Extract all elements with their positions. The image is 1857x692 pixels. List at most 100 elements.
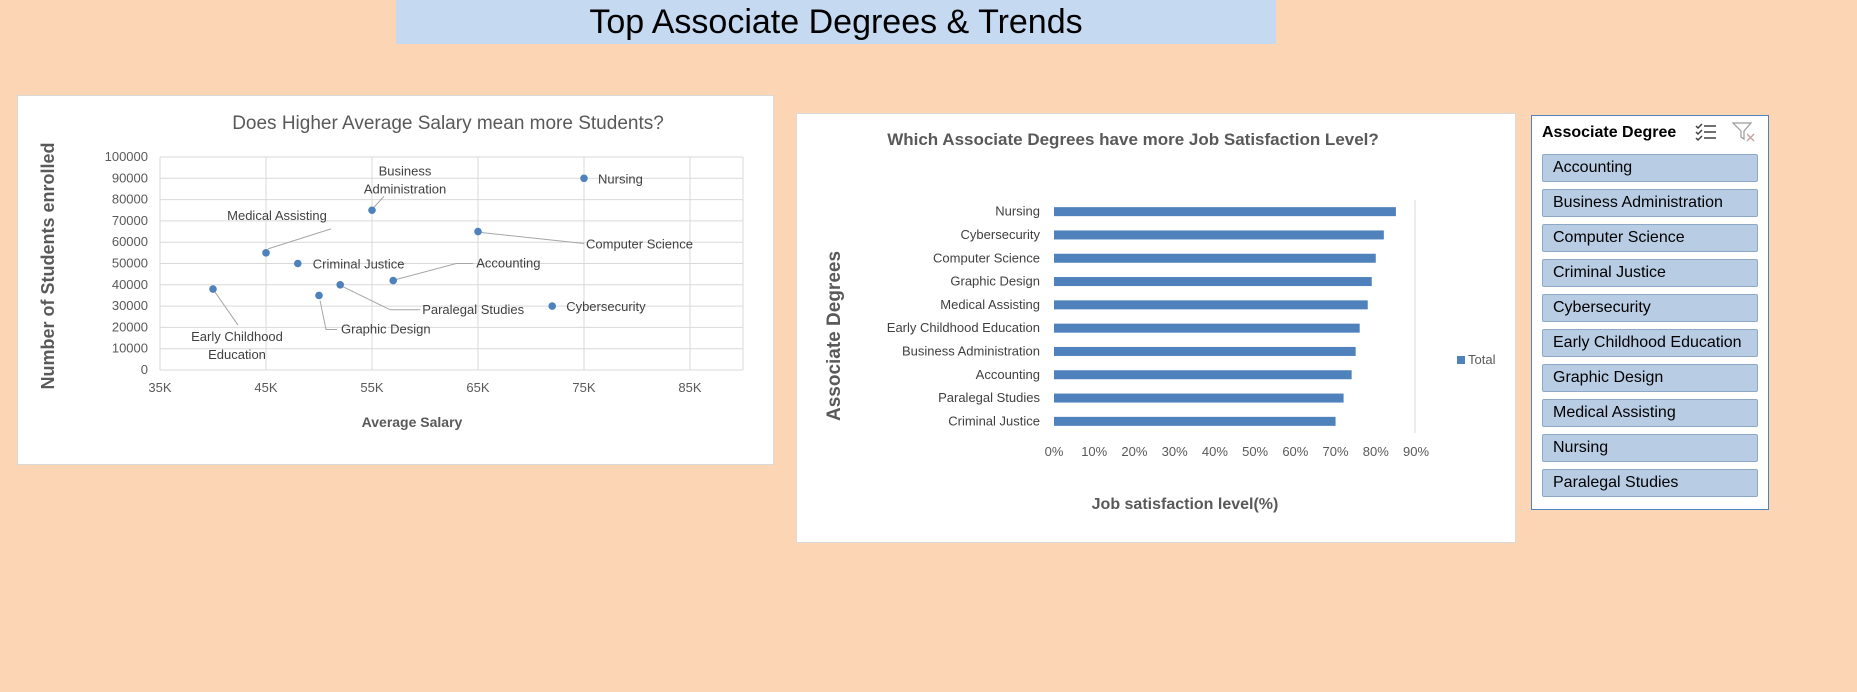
bar-chart-title: Which Associate Degrees have more Job Sa…: [887, 130, 1379, 149]
scatter-leader-line: [214, 291, 239, 326]
scatter-x-tick-label: 45K: [254, 380, 277, 395]
bar-nursing: [1054, 207, 1396, 217]
scatter-x-tick-label: 55K: [360, 380, 383, 395]
slicer-item-business-administration[interactable]: Business Administration: [1542, 189, 1758, 217]
scatter-y-tick-label: 40000: [112, 277, 148, 292]
bar-x-tick-label: 80%: [1363, 444, 1389, 459]
scatter-x-axis-label: Average Salary: [362, 414, 463, 430]
scatter-point-early-childhood-education: [209, 285, 217, 293]
scatter-leader-line: [480, 232, 585, 245]
scatter-y-tick-label: 80000: [112, 192, 148, 207]
scatter-x-tick-label: 75K: [572, 380, 595, 395]
bar-x-tick-label: 10%: [1081, 444, 1107, 459]
scatter-point-business-administration: [368, 206, 376, 215]
scatter-data-label: Medical Assisting: [227, 208, 327, 223]
associate-degree-slicer: Associate Degree Accounting Business Admi…: [1531, 115, 1769, 510]
bar-x-tick-label: 40%: [1202, 444, 1228, 459]
slicer-item-criminal-justice[interactable]: Criminal Justice: [1542, 259, 1758, 287]
slicer-header: Associate Degree: [1532, 116, 1768, 148]
bar-category-label: Cybersecurity: [961, 227, 1041, 242]
slicer-item-paralegal-studies[interactable]: Paralegal Studies: [1542, 469, 1758, 497]
slicer-item-accounting[interactable]: Accounting: [1542, 154, 1758, 182]
scatter-data-label: Paralegal Studies: [422, 302, 524, 317]
scatter-data-label: Criminal Justice: [313, 257, 405, 272]
slicer-item-nursing[interactable]: Nursing: [1542, 434, 1758, 462]
bar-medical-assisting: [1054, 300, 1368, 310]
clear-filter-icon[interactable]: [1731, 121, 1756, 143]
scatter-leader-line: [396, 263, 474, 281]
scatter-data-label: Nursing: [598, 171, 643, 186]
multi-select-icon[interactable]: [1694, 121, 1718, 143]
scatter-y-axis-label: Number of Students enrolled: [38, 142, 58, 389]
scatter-y-tick-label: 50000: [112, 256, 148, 271]
scatter-chart: Does Higher Average Salary mean more Stu…: [38, 113, 744, 430]
slicer-item-computer-science[interactable]: Computer Science: [1542, 224, 1758, 252]
bar-legend: Total: [1457, 352, 1496, 367]
bar-category-label: Criminal Justice: [948, 413, 1040, 428]
legend-swatch: [1457, 356, 1465, 364]
scatter-chart-title: Does Higher Average Salary mean more Stu…: [232, 113, 664, 134]
bar-x-axis-label: Job satisfaction level(%): [1092, 496, 1279, 513]
bar-x-tick-label: 70%: [1323, 444, 1349, 459]
bar-x-tick-label: 20%: [1121, 444, 1147, 459]
bar-x-tick-label: 90%: [1403, 444, 1429, 459]
scatter-point-paralegal-studies: [336, 281, 345, 289]
legend-label: Total: [1468, 352, 1496, 367]
scatter-data-label: Cybersecurity: [566, 299, 646, 314]
scatter-point-graphic-design: [315, 291, 323, 300]
bar-accounting: [1054, 370, 1352, 380]
scatter-leader-line: [267, 228, 332, 250]
slicer-items: Accounting Business Administration Compute…: [1542, 154, 1758, 504]
scatter-point-criminal-justice: [294, 259, 302, 268]
bar-paralegal-studies: [1054, 393, 1344, 403]
bar-category-label: Early Childhood Education: [887, 320, 1040, 335]
scatter-leader-line: [319, 300, 337, 330]
scatter-y-tick-label: 90000: [112, 170, 148, 185]
scatter-y-tick-label: 70000: [112, 213, 148, 228]
bar-criminal-justice: [1054, 416, 1336, 426]
bar-computer-science: [1054, 253, 1376, 263]
bar-x-tick-label: 60%: [1282, 444, 1308, 459]
slicer-item-cybersecurity[interactable]: Cybersecurity: [1542, 294, 1758, 322]
page-title: Top Associate Degrees & Trends: [396, 0, 1276, 44]
slicer-item-early-childhood-education[interactable]: Early Childhood Education: [1542, 329, 1758, 357]
scatter-leader-line: [342, 286, 421, 311]
scatter-y-tick-label: 10000: [112, 341, 148, 356]
bar-category-label: Accounting: [976, 367, 1040, 382]
bar-cybersecurity: [1054, 230, 1384, 240]
scatter-y-tick-label: 20000: [112, 319, 148, 334]
scatter-chart-panel: Does Higher Average Salary mean more Stu…: [17, 95, 774, 465]
slicer-item-medical-assisting[interactable]: Medical Assisting: [1542, 399, 1758, 427]
scatter-data-label: Business Administration: [364, 163, 446, 196]
scatter-y-tick-label: 0: [141, 362, 148, 377]
scatter-point-medical-assisting: [262, 249, 270, 257]
bar-graphic-design: [1054, 277, 1372, 287]
slicer-title: Associate Degree: [1542, 124, 1677, 141]
bar-y-axis-label: Associate Degrees: [824, 251, 845, 421]
scatter-y-tick-label: 60000: [112, 234, 148, 249]
bar-early-childhood-education: [1054, 323, 1360, 333]
bar-chart-panel: Which Associate Degrees have more Job Sa…: [796, 113, 1516, 543]
slicer-item-graphic-design[interactable]: Graphic Design: [1542, 364, 1758, 392]
scatter-leader-line: [373, 195, 385, 208]
scatter-x-tick-label: 65K: [466, 380, 489, 395]
bar-x-tick-label: 0%: [1045, 444, 1064, 459]
scatter-point-nursing: [580, 174, 588, 183]
scatter-data-label: Early Childhood Education: [191, 329, 283, 362]
scatter-point-cybersecurity: [548, 302, 556, 310]
bar-business-administration: [1054, 346, 1356, 356]
scatter-x-tick-label: 85K: [678, 380, 701, 395]
bar-category-label: Paralegal Studies: [938, 390, 1040, 405]
scatter-data-label: Graphic Design: [341, 321, 431, 336]
bar-x-tick-label: 30%: [1162, 444, 1188, 459]
scatter-point-accounting: [389, 276, 398, 285]
bar-category-label: Graphic Design: [950, 274, 1040, 289]
scatter-data-label: Accounting: [476, 256, 540, 271]
scatter-y-tick-label: 100000: [105, 149, 148, 164]
bar-chart: Which Associate Degrees have more Job Sa…: [824, 130, 1496, 513]
scatter-x-tick-label: 35K: [148, 380, 171, 395]
bar-x-tick-label: 50%: [1242, 444, 1268, 459]
bar-category-label: Business Administration: [902, 343, 1040, 358]
scatter-y-tick-label: 30000: [112, 298, 148, 313]
bar-category-label: Nursing: [995, 204, 1040, 219]
